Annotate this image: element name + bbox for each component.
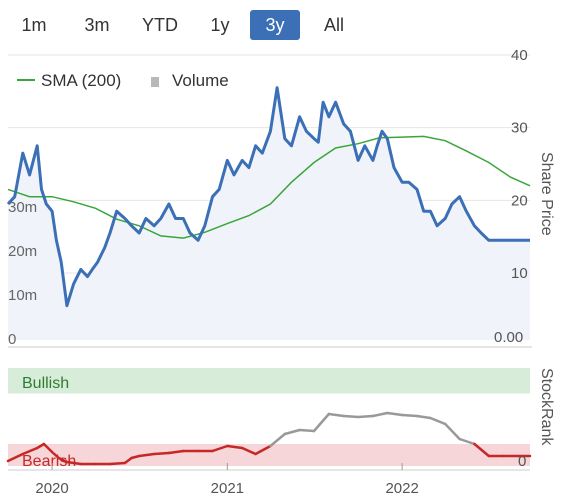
stockrank-segment [108,461,127,466]
price-tick-20: 20 [511,192,528,209]
stockrank-segment [283,428,301,436]
volume-tick-10m: 10m [8,287,37,304]
legend-volume-label: Volume [172,71,229,90]
x-axis-labels: 2020 2021 2022 [8,463,530,497]
stockrank-segment [42,442,54,454]
stockrank-segment [65,460,83,466]
stockrank-segment [356,414,375,419]
stockrank-segment [152,451,171,456]
stockrank-segment [443,422,461,441]
stockrank-segment [415,414,432,420]
price-tick-30: 30 [511,120,528,137]
stockrank-segment [386,411,404,417]
stockrank-axis-title: StockRank [538,368,555,446]
legend-sma-label: SMA (200) [41,71,121,90]
stockrank-segment [400,413,419,418]
stockrank-segment [123,456,133,465]
volume-axis-ticks: 0 10m 20m 30m [8,199,37,348]
stockrank-tick-0: 0 [518,453,526,470]
stockrank-axis-ticks: 0 [518,453,526,470]
range-button-3m[interactable]: 3m [84,15,110,35]
price-tick-40: 40 [511,47,528,64]
stockrank-segment [327,412,345,418]
volume-right-label: 0.00 [494,329,523,346]
stockrank-segment [137,452,156,458]
stockrank-segment [57,456,69,464]
price-axis-title: Share Price [538,152,555,236]
stockrank-segment [21,446,39,456]
volume-tick-30m: 30m [8,199,37,216]
stockrank-segment [226,444,244,450]
volume-tick-0: 0 [8,331,16,348]
volume-tick-20m: 20m [8,243,37,260]
range-button-3y[interactable]: 3y [250,10,300,40]
x-tick-2020: 2020 [35,480,68,497]
bearish-zone [8,444,530,466]
stockrank-segment [50,450,61,460]
stockrank-segment [269,432,287,448]
stockrank-segment [312,412,331,433]
stockrank-segment [35,442,46,450]
bullish-label: Bullish [22,375,69,392]
stockrank-segment [130,454,141,460]
stockrank-segment [6,452,25,463]
price-area [8,87,530,340]
stockrank-segment [298,428,316,433]
stockrank-segment [254,444,272,456]
bearish-label: Bearish [22,453,76,470]
bullish-zone [8,368,530,394]
legend: SMA (200) Volume [17,71,229,90]
stockrank-segment [371,411,389,418]
stockrank-line [6,411,532,466]
legend-volume-swatch [151,77,159,87]
stockrank-segment [211,444,229,453]
price-tick-10: 10 [511,265,528,282]
range-button-ytd[interactable]: YTD [142,15,178,35]
stockrank-segment [342,414,360,419]
range-button-1m[interactable]: 1m [21,15,47,35]
stockrank-segment [429,416,447,426]
stockrank-segment [473,442,491,458]
stockrank-segment [167,449,185,455]
range-button-1y[interactable]: 1y [210,15,230,35]
x-tick-2022: 2022 [385,480,418,497]
sma-line [7,135,531,239]
price-line [6,86,530,308]
x-tick-2021: 2021 [211,480,244,497]
range-button-all[interactable]: All [323,15,344,35]
stockrank-segment [458,437,476,446]
price-axis-ticks: 10 20 30 40 [511,47,528,282]
stockrank-segment [240,446,257,456]
